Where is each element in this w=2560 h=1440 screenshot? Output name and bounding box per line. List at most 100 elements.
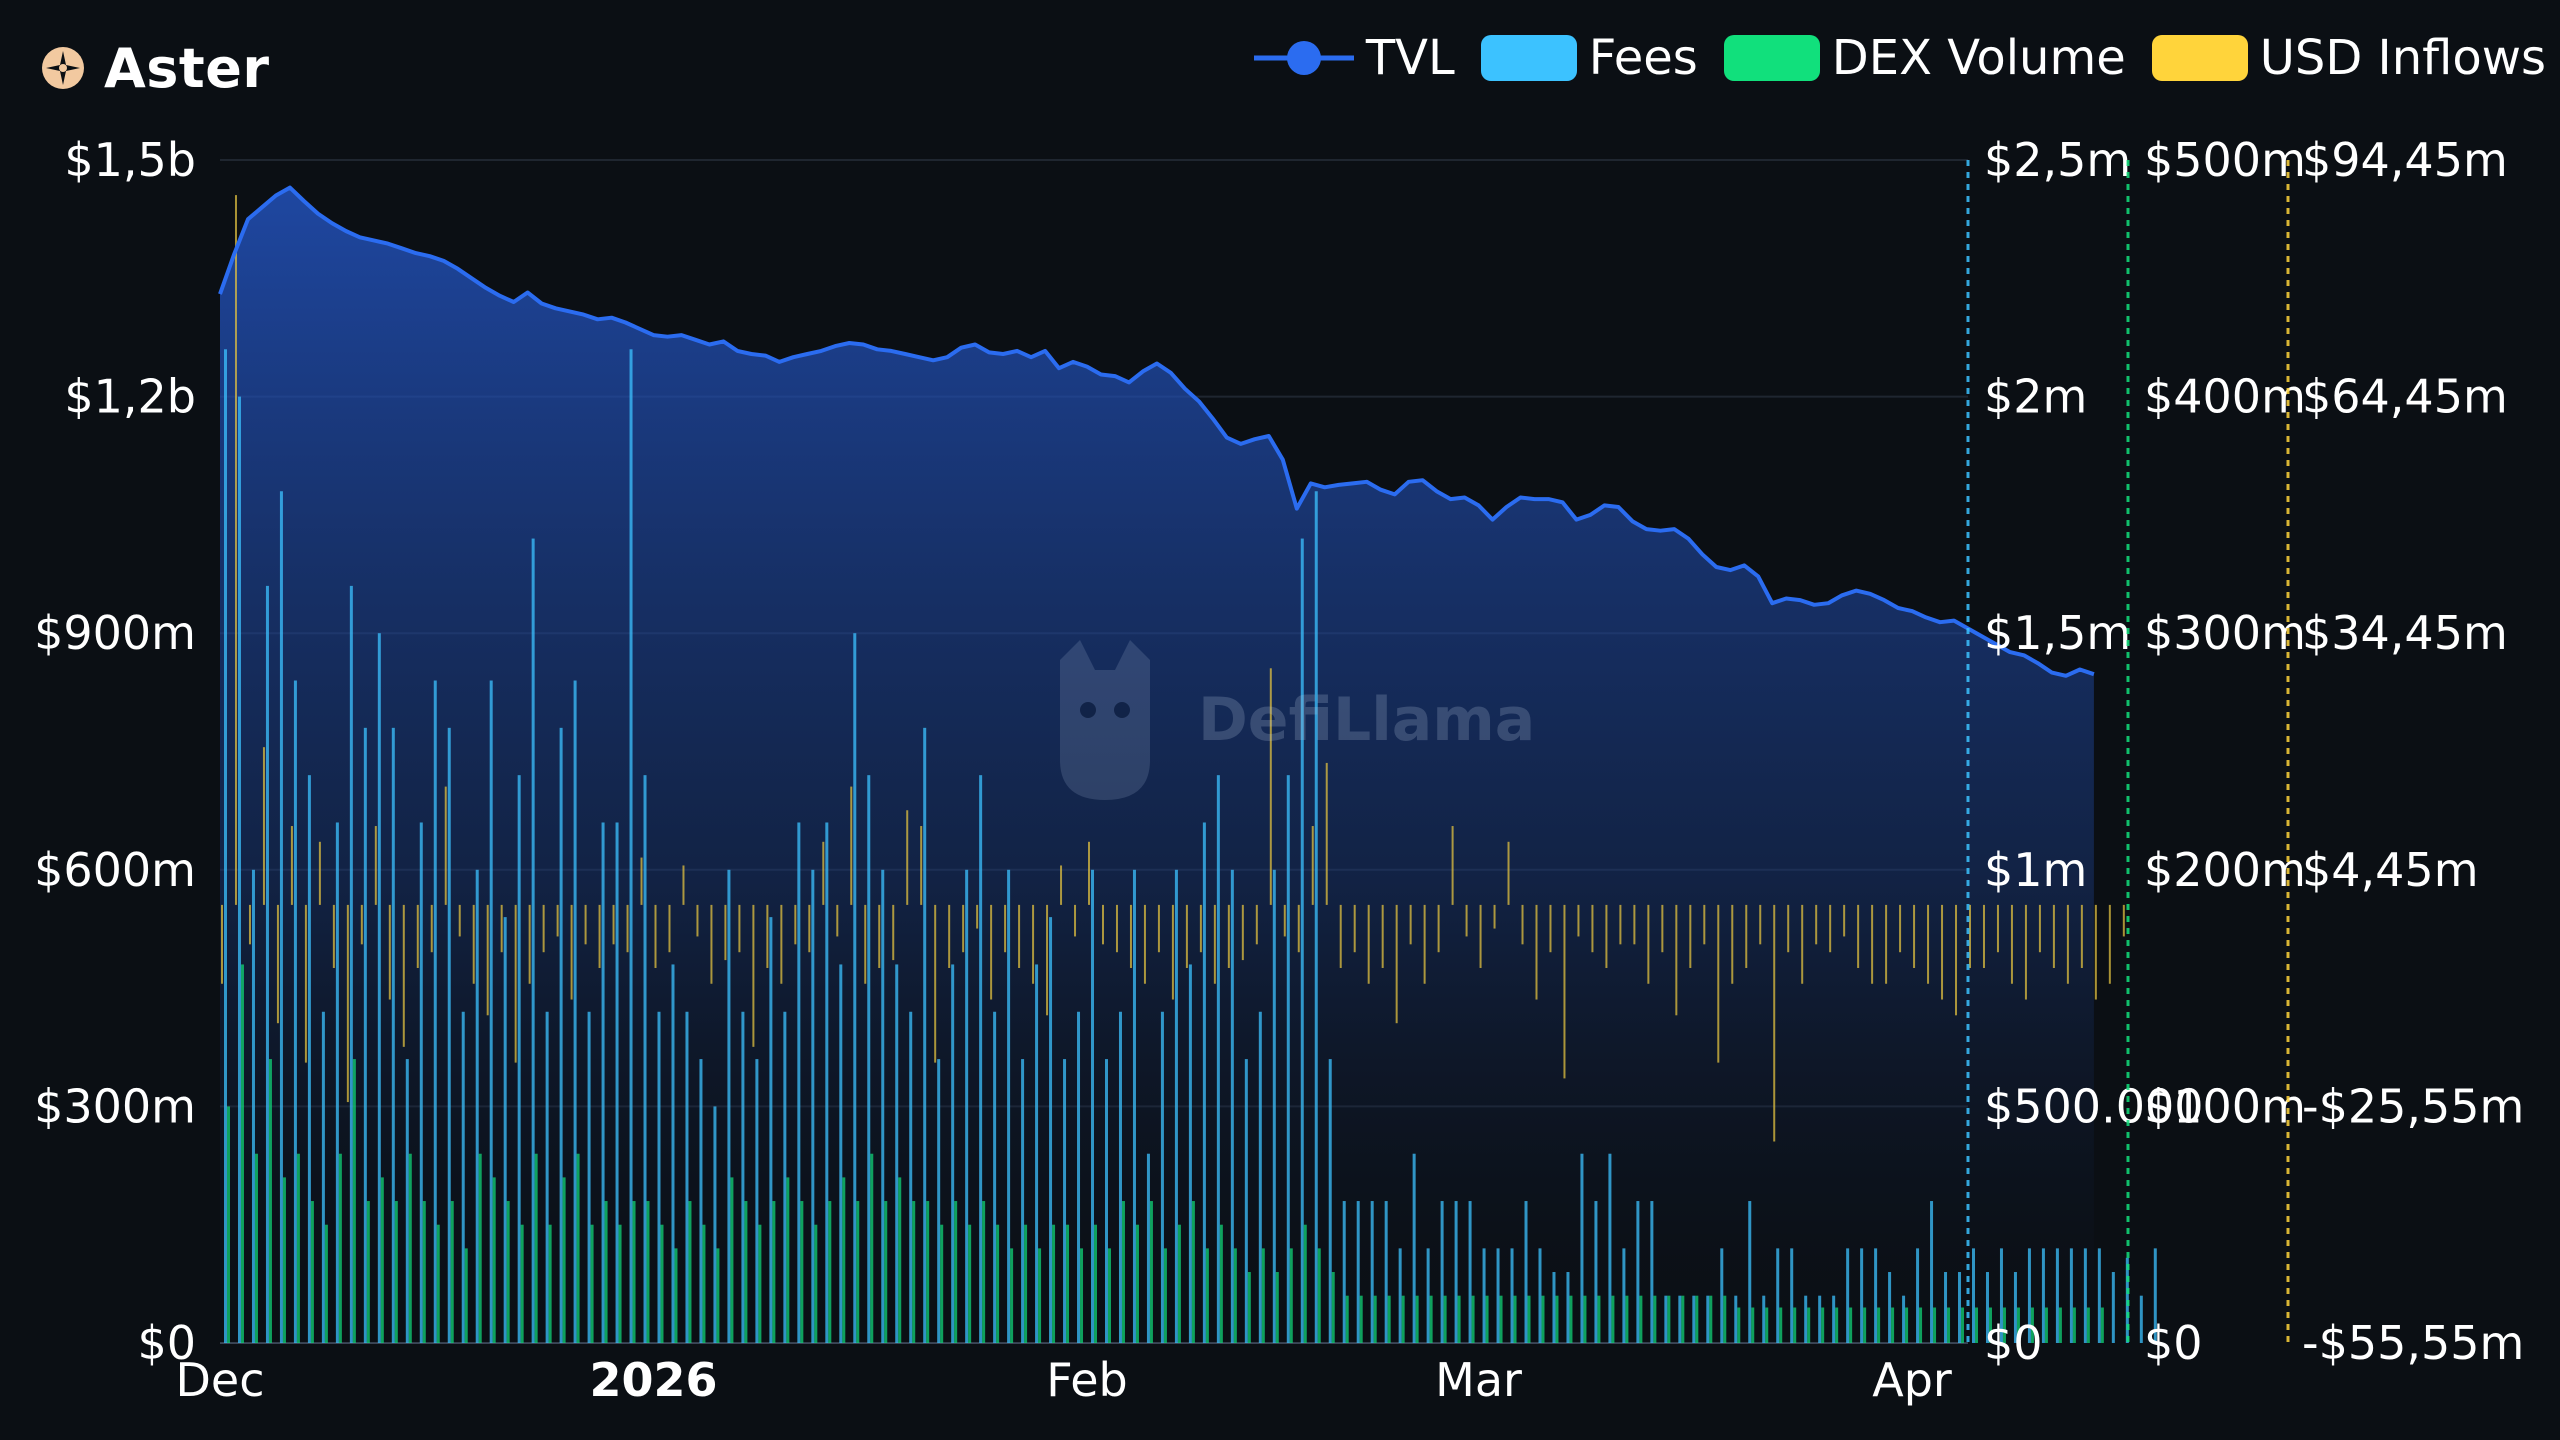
usd-inflows-bar <box>1633 904 1636 945</box>
usd-inflows-bar <box>1982 904 1985 968</box>
dex-volume-bar <box>1345 1295 1349 1343</box>
dex-volume-legend-swatch <box>1723 35 1820 81</box>
dex-volume-bar <box>1317 1248 1321 1343</box>
usd-inflows-bar <box>276 904 279 1024</box>
tvl-legend-line-icon <box>1253 41 1354 75</box>
legend-label-usd-inflows: USD Inflows <box>2259 30 2546 86</box>
fees-bar <box>461 1011 465 1343</box>
fees-bar <box>251 869 255 1343</box>
usd-inflows-legend-swatch <box>2151 35 2248 81</box>
usd-inflows-bar <box>1437 904 1440 953</box>
fees-bar <box>1104 1059 1108 1343</box>
legend-item-dex-volume[interactable]: DEX Volume <box>1723 30 2126 86</box>
dex-volume-tick-label: $400m <box>2144 370 2306 424</box>
dex-volume-bar <box>240 964 244 1343</box>
usd-inflows-tick-label: -$55,55m <box>2302 1316 2524 1370</box>
x-tick-label: Feb <box>1046 1353 1127 1407</box>
fees-bar <box>265 585 269 1343</box>
fees-bar <box>1692 1295 1696 1343</box>
usd-inflows-bar <box>808 904 811 953</box>
fees-bar <box>1636 1201 1640 1343</box>
dex-volume-bar <box>814 1224 818 1343</box>
fees-tick-label: $1m <box>1984 843 2087 897</box>
dex-volume-bar <box>1709 1295 1713 1343</box>
dex-volume-bar <box>1149 1201 1153 1343</box>
fees-bar <box>993 1011 997 1343</box>
x-tick-label: 2026 <box>589 1353 717 1407</box>
usd-inflows-bar <box>906 810 909 905</box>
fees-bar <box>979 775 983 1343</box>
fees-bar <box>867 775 871 1343</box>
usd-inflows-bar <box>668 904 671 953</box>
usd-inflows-bar <box>640 857 643 905</box>
usd-inflows-bar <box>1213 904 1216 984</box>
dex-volume-bar <box>2030 1307 2034 1343</box>
usd-inflows-bar <box>318 841 321 905</box>
usd-inflows-bar <box>402 904 405 1047</box>
dex-volume-bar <box>1583 1295 1587 1343</box>
usd-inflows-bar <box>1046 904 1049 1016</box>
fees-bar <box>685 1011 689 1343</box>
legend-item-usd-inflows[interactable]: USD Inflows <box>2151 30 2546 86</box>
fees-bar <box>1091 869 1095 1343</box>
dex-volume-bar <box>1961 1307 1965 1343</box>
fees-bar <box>1077 1011 1081 1343</box>
fees-bar <box>1468 1201 1472 1343</box>
fees-bar <box>1342 1201 1346 1343</box>
fees-bar <box>447 727 451 1343</box>
dex-volume-bar <box>1779 1307 1783 1343</box>
fees-bar <box>1916 1248 1920 1343</box>
dex-volume-bar <box>1723 1295 1727 1343</box>
tvl-area <box>220 187 2094 1344</box>
fees-bar <box>1426 1248 1430 1343</box>
fees-bar <box>1300 538 1304 1343</box>
dex-volume-bar <box>1219 1224 1223 1343</box>
fees-bar <box>1538 1248 1542 1343</box>
dex-volume-bar <box>1443 1295 1447 1343</box>
fees-bar <box>405 1059 409 1343</box>
fees-bar <box>1762 1295 1766 1343</box>
usd-inflows-bar <box>1507 841 1510 905</box>
usd-inflows-bar <box>1227 904 1230 968</box>
fees-bar <box>1734 1295 1738 1343</box>
dex-volume-bar <box>506 1201 510 1343</box>
fees-bar <box>1188 964 1192 1343</box>
fees-bar <box>1132 869 1136 1343</box>
legend-item-fees[interactable]: Fees <box>1480 30 1698 86</box>
fees-bar <box>825 822 829 1343</box>
usd-inflows-bar <box>1171 904 1174 1000</box>
fees-bar <box>503 917 507 1343</box>
dex-volume-bar <box>716 1248 720 1343</box>
dex-volume-bar <box>1233 1248 1237 1343</box>
usd-inflows-bar <box>221 904 223 984</box>
legend-item-tvl[interactable]: TVL <box>1253 30 1455 86</box>
dex-volume-bar <box>1988 1307 1992 1343</box>
usd-inflows-tick-label: $94,45m <box>2302 133 2508 187</box>
usd-inflows-bar <box>738 904 741 953</box>
usd-inflows-bar <box>388 904 391 1000</box>
dex-volume-bar <box>1359 1295 1363 1343</box>
dex-volume-bar <box>366 1201 370 1343</box>
usd-inflows-bar <box>780 904 783 984</box>
tvl-tick-label: $900m <box>34 606 196 660</box>
usd-inflows-bar <box>1731 904 1734 984</box>
dex-volume-bar <box>688 1201 692 1343</box>
dex-volume-bar <box>1639 1295 1643 1343</box>
usd-inflows-bar <box>1283 904 1286 937</box>
legend: TVL Fees DEX Volume USD Inflows <box>1253 26 2546 90</box>
fees-bar <box>363 727 367 1343</box>
dex-volume-bar <box>1261 1248 1265 1343</box>
usd-inflows-bar <box>864 904 867 984</box>
usd-inflows-bar <box>1899 904 1902 953</box>
fees-bar <box>545 1011 549 1343</box>
dex-volume-bar <box>338 1153 342 1343</box>
dex-volume-bar <box>954 1201 958 1343</box>
fees-bar <box>2041 1248 2045 1343</box>
fees-bar <box>1496 1248 1500 1343</box>
usd-inflows-bar <box>1647 904 1650 984</box>
usd-inflows-bar <box>1395 904 1398 1024</box>
fees-bar <box>573 680 577 1343</box>
usd-inflows-bar <box>416 904 419 968</box>
usd-inflows-bar <box>1941 904 1944 1000</box>
usd-inflows-bar <box>2094 904 2097 1000</box>
